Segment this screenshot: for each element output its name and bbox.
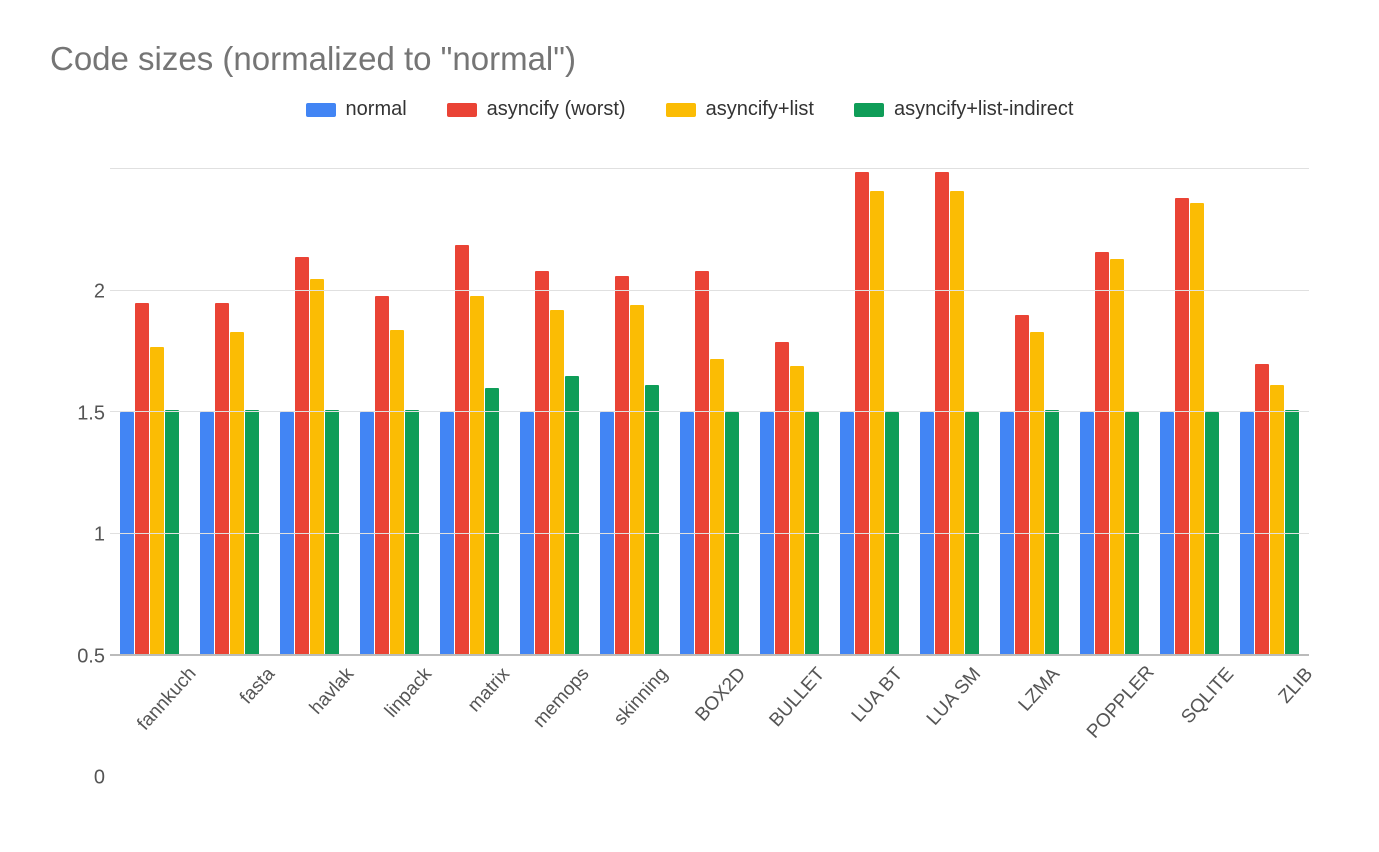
bar — [360, 412, 374, 655]
legend-item: normal — [306, 98, 407, 121]
chart-container: Code sizes (normalized to "normal") norm… — [0, 0, 1379, 852]
bar — [455, 245, 469, 655]
y-tick-label: 0.5 — [55, 645, 105, 668]
bar — [280, 412, 294, 655]
bar-group — [750, 146, 830, 655]
legend-swatch — [447, 103, 477, 117]
bar — [1205, 412, 1219, 655]
bar — [120, 412, 134, 655]
legend-swatch — [306, 103, 336, 117]
bar — [1160, 412, 1174, 655]
gridline — [110, 411, 1309, 412]
bar — [485, 388, 499, 655]
gridline — [110, 290, 1309, 291]
legend-swatch — [666, 103, 696, 117]
plot — [110, 146, 1309, 656]
legend-label: asyncify+list-indirect — [894, 98, 1074, 121]
gridline — [110, 533, 1309, 534]
bars-row — [110, 146, 1309, 655]
bar-group — [270, 146, 350, 655]
bar — [1190, 203, 1204, 655]
bar-group — [1149, 146, 1229, 655]
bar — [150, 347, 164, 655]
legend-label: normal — [346, 98, 407, 121]
y-tick-label: 1.5 — [55, 402, 105, 425]
bar — [550, 310, 564, 655]
legend-item: asyncify+list — [666, 98, 814, 121]
legend-label: asyncify+list — [706, 98, 814, 121]
bar-group — [829, 146, 909, 655]
bar — [935, 172, 949, 655]
bar — [1000, 412, 1014, 655]
chart-title: Code sizes (normalized to "normal") — [50, 40, 1339, 78]
bar — [920, 412, 934, 655]
bar — [1255, 364, 1269, 655]
bar — [1015, 315, 1029, 655]
bar — [135, 303, 149, 655]
bar — [390, 330, 404, 655]
bar — [215, 303, 229, 655]
bar — [760, 412, 774, 655]
bar — [870, 191, 884, 655]
bar-group — [1069, 146, 1149, 655]
bar-group — [510, 146, 590, 655]
bar — [310, 279, 324, 655]
bar — [230, 332, 244, 655]
bar — [1125, 412, 1139, 655]
y-tick-label: 1 — [55, 524, 105, 547]
bar — [200, 412, 214, 655]
plot-area: 00.511.52 fannkuchfastahavlaklinpackmatr… — [110, 146, 1309, 778]
bar-group — [350, 146, 430, 655]
bar — [645, 385, 659, 655]
bar — [775, 342, 789, 655]
bar — [565, 376, 579, 655]
legend: normal asyncify (worst) asyncify+list async… — [40, 98, 1339, 121]
bar — [855, 172, 869, 655]
bar-group — [670, 146, 750, 655]
y-axis: 00.511.52 — [55, 146, 105, 778]
bar — [950, 191, 964, 655]
bar-group — [1229, 146, 1309, 655]
bar — [630, 305, 644, 655]
bar — [440, 412, 454, 655]
bar-group — [430, 146, 510, 655]
gridline — [110, 654, 1309, 655]
bar — [680, 412, 694, 655]
bar — [885, 412, 899, 655]
bar — [1095, 252, 1109, 655]
bar — [805, 412, 819, 655]
bar — [840, 412, 854, 655]
bar — [1270, 385, 1284, 655]
bar — [615, 276, 629, 655]
legend-item: asyncify+list-indirect — [854, 98, 1074, 121]
bar — [695, 271, 709, 655]
bar-group — [590, 146, 670, 655]
x-axis-labels: fannkuchfastahavlaklinpackmatrixmemopssk… — [110, 668, 1309, 778]
bar — [1240, 412, 1254, 655]
bar-group — [909, 146, 989, 655]
y-tick-label: 2 — [55, 281, 105, 304]
bar — [725, 412, 739, 655]
bar-group — [190, 146, 270, 655]
bar — [1030, 332, 1044, 655]
bar — [790, 366, 804, 655]
legend-label: asyncify (worst) — [487, 98, 626, 121]
bar — [535, 271, 549, 655]
bar — [965, 412, 979, 655]
bar — [600, 412, 614, 655]
y-tick-label: 0 — [55, 767, 105, 790]
bar — [1080, 412, 1094, 655]
bar — [1110, 259, 1124, 655]
legend-swatch — [854, 103, 884, 117]
bar — [1175, 198, 1189, 655]
bar-group — [110, 146, 190, 655]
legend-item: asyncify (worst) — [447, 98, 626, 121]
bar — [520, 412, 534, 655]
bar — [710, 359, 724, 655]
bar — [470, 296, 484, 655]
bar — [295, 257, 309, 655]
bar — [375, 296, 389, 655]
gridline — [110, 168, 1309, 169]
bar-group — [989, 146, 1069, 655]
